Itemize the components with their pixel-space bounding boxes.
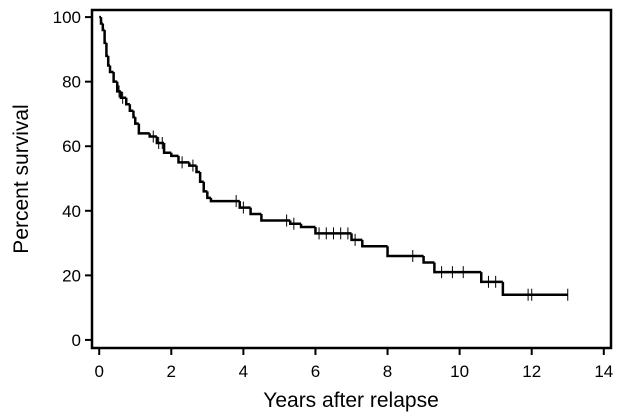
survival-step <box>209 197 240 203</box>
survival-step <box>422 255 435 264</box>
survival-step <box>137 123 150 135</box>
survival-step <box>101 23 105 32</box>
survival-step <box>480 272 503 284</box>
survival-step <box>299 223 316 229</box>
survival-step <box>148 133 157 138</box>
survival-step <box>433 262 482 274</box>
survival-step <box>105 42 109 58</box>
y-tick-label: 40 <box>62 202 81 221</box>
survival-step <box>170 152 179 158</box>
x-tick-label: 8 <box>383 362 392 381</box>
survival-step <box>386 246 424 258</box>
survival-step <box>108 65 114 74</box>
survival-step <box>155 136 165 145</box>
survival-step <box>206 191 211 200</box>
survival-step <box>501 281 568 296</box>
survival-step <box>202 181 208 193</box>
survival-step <box>124 97 130 106</box>
plot-frame <box>90 8 613 350</box>
survival-step <box>198 172 204 183</box>
x-tick-label: 10 <box>450 362 469 381</box>
survival-step <box>177 155 190 164</box>
survival-step <box>260 214 291 222</box>
survival-step <box>314 226 352 235</box>
y-tick-label: 80 <box>62 73 81 92</box>
x-tick-label: 2 <box>167 362 176 381</box>
survival-step <box>238 201 251 209</box>
survival-step <box>99 17 103 25</box>
x-tick-label: 4 <box>239 362 248 381</box>
survival-step <box>361 239 388 248</box>
survival-step <box>132 110 136 119</box>
x-tick-label: 12 <box>522 362 541 381</box>
survival-step <box>119 91 127 100</box>
survival-step <box>249 207 262 216</box>
survival-step <box>106 55 111 67</box>
y-tick-label: 0 <box>72 331 81 350</box>
survival-step <box>162 143 172 154</box>
survival-step <box>288 220 302 225</box>
survival-step <box>134 117 139 125</box>
y-axis-label: Percent survival <box>10 104 33 253</box>
x-tick-label: 14 <box>594 362 613 381</box>
survival-step <box>103 30 107 45</box>
survival-step <box>128 104 134 112</box>
y-tick-label: 60 <box>62 137 81 156</box>
y-tick-label: 100 <box>53 8 81 27</box>
survival-step <box>350 233 363 242</box>
x-tick-label: 6 <box>311 362 320 381</box>
survival-step <box>188 162 197 167</box>
y-tick-label: 20 <box>62 266 81 285</box>
survival-step <box>112 71 118 83</box>
x-axis-label: Years after relapse <box>263 389 439 412</box>
survival-step <box>195 165 201 174</box>
x-tick-label: 0 <box>94 362 103 381</box>
